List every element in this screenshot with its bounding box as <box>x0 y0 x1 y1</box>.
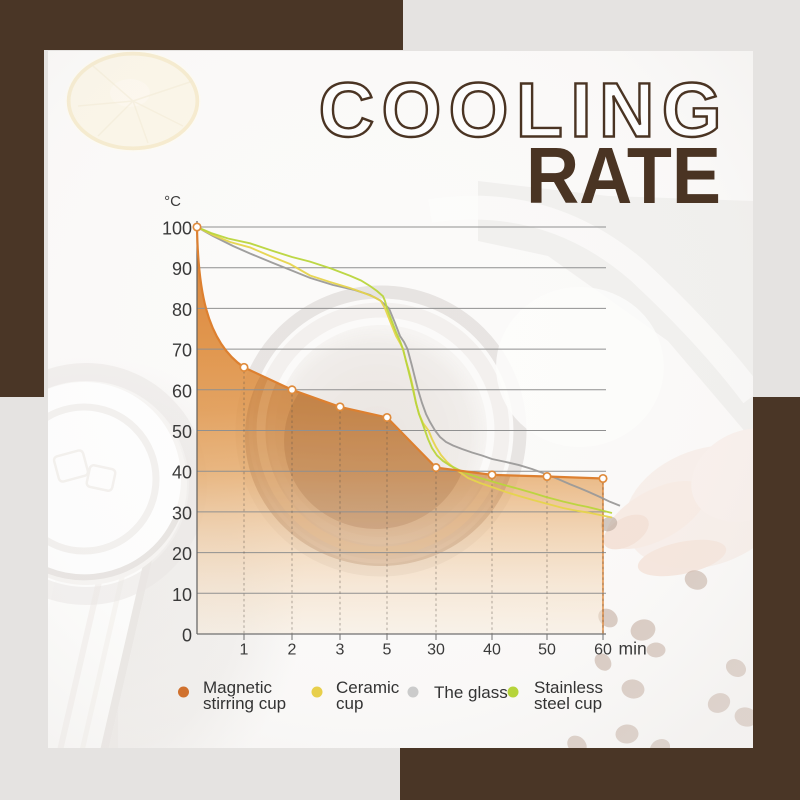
svg-text:1: 1 <box>240 642 249 659</box>
svg-text:2: 2 <box>288 642 297 659</box>
svg-text:60: 60 <box>594 642 612 659</box>
svg-text:The glass: The glass <box>434 683 508 702</box>
svg-text:30: 30 <box>172 503 192 523</box>
svg-text:50: 50 <box>172 422 192 442</box>
svg-text:RATE: RATE <box>526 131 721 220</box>
svg-text:3: 3 <box>336 642 345 659</box>
svg-text:70: 70 <box>172 341 192 361</box>
svg-text:30: 30 <box>427 642 445 659</box>
svg-text:Magnetic: Magnetic <box>203 678 272 697</box>
svg-text:steel cup: steel cup <box>534 694 602 713</box>
svg-text:Ceramic: Ceramic <box>336 678 400 697</box>
svg-text:80: 80 <box>172 300 192 320</box>
svg-text:10: 10 <box>172 585 192 605</box>
svg-text:50: 50 <box>538 642 556 659</box>
svg-text:40: 40 <box>483 642 501 659</box>
svg-text:90: 90 <box>172 259 192 279</box>
svg-text:COOLING: COOLING <box>319 68 729 154</box>
svg-text:20: 20 <box>172 544 192 564</box>
svg-text:40: 40 <box>172 463 192 483</box>
svg-text:5: 5 <box>383 642 392 659</box>
svg-text:cup: cup <box>336 694 363 713</box>
svg-text:100: 100 <box>162 219 192 239</box>
svg-text:°C: °C <box>164 193 181 210</box>
svg-text:60: 60 <box>172 381 192 401</box>
svg-text:0: 0 <box>182 626 192 646</box>
svg-text:stirring cup: stirring cup <box>203 694 286 713</box>
svg-text:Stainless: Stainless <box>534 678 603 697</box>
svg-text:min: min <box>619 639 647 659</box>
